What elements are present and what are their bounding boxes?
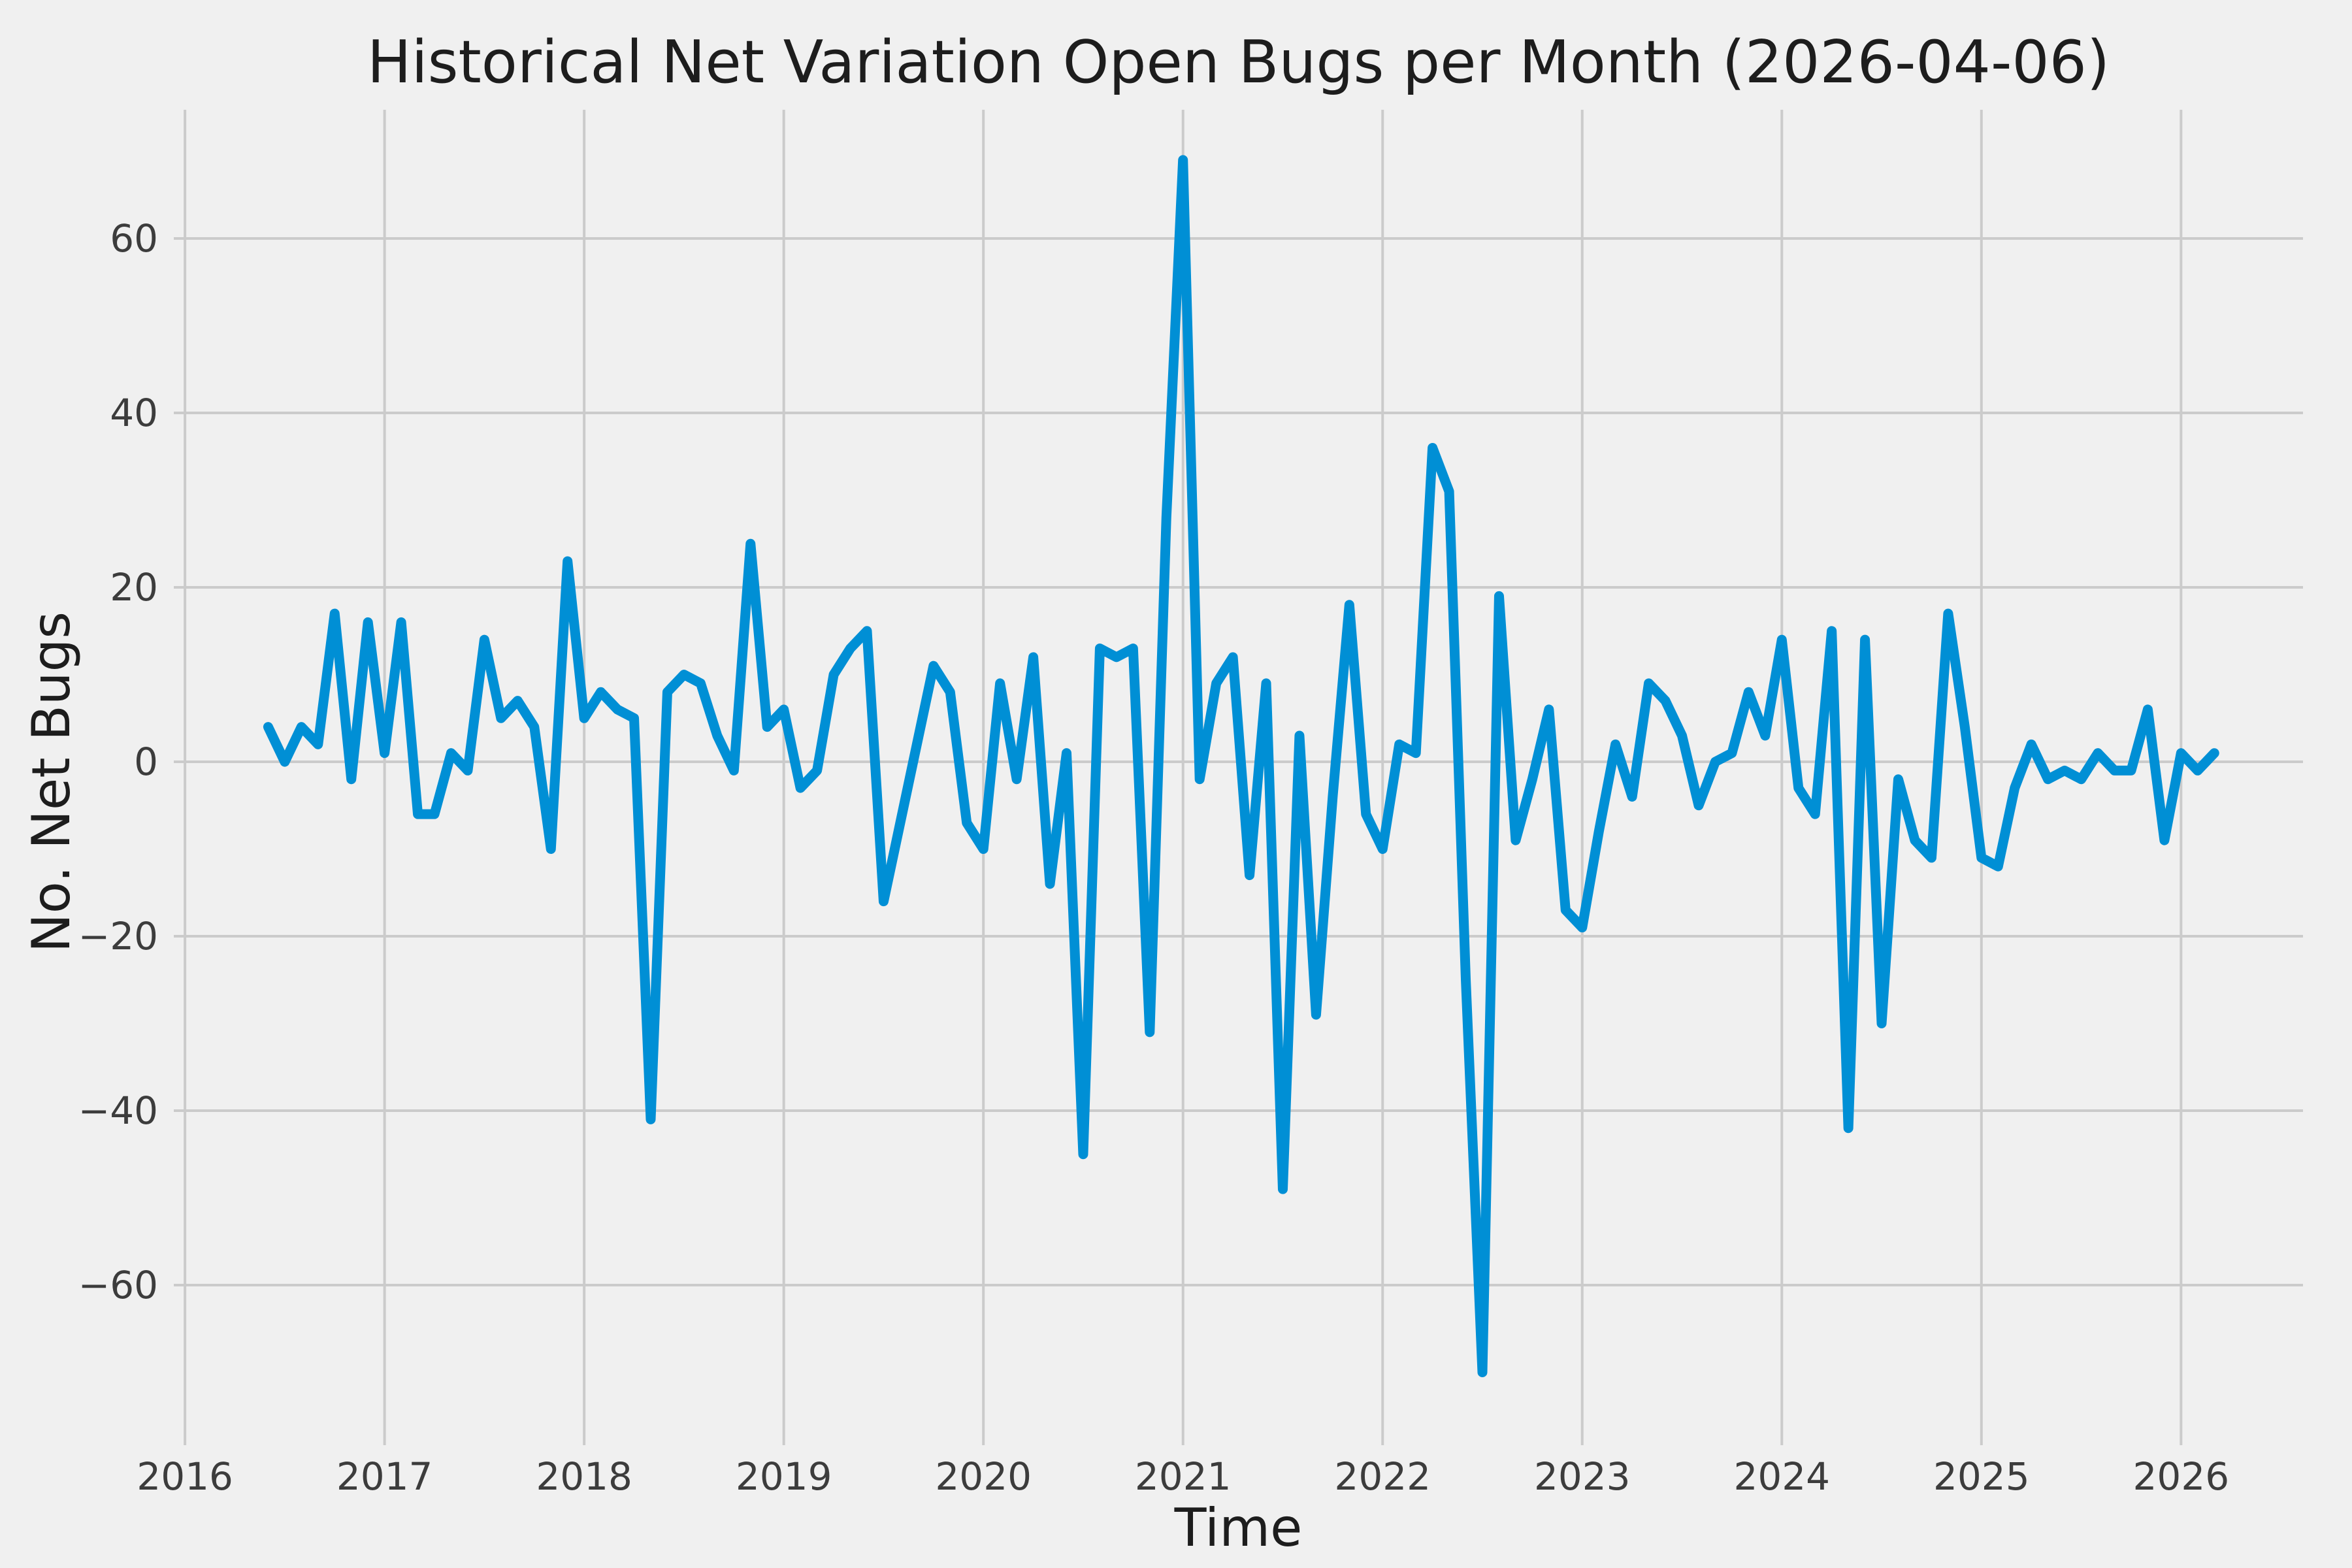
x-tick-label: 2019 [736,1454,832,1499]
x-tick-label: 2024 [1733,1454,1830,1499]
x-tick-label: 2023 [1534,1454,1631,1499]
y-tick-label: −20 [78,914,158,958]
y-tick-label: 20 [110,565,158,610]
net-open-bugs-per-month-line [263,155,2219,1378]
x-tick-label: 2025 [1933,1454,2030,1499]
y-tick-label: 60 [110,216,158,261]
y-tick-label: −40 [78,1088,158,1133]
series-lines [263,155,2219,1378]
y-tick-label: 0 [134,740,158,784]
x-tick-label: 2018 [536,1454,632,1499]
y-tick-label: −60 [78,1263,158,1307]
x-tick-labels: 2016 2017 2018 2019 2020 2021 2022 2023 2024 2025… [137,1454,2229,1499]
y-axis-label: No. Net Bugs [21,611,82,953]
x-axis-label: Time [1174,1497,1303,1558]
y-tick-label: 40 [110,391,158,435]
x-tick-label: 2017 [336,1454,433,1499]
chart-title: Historical Net Variation Open Bugs per M… [367,28,2110,97]
x-tick-label: 2026 [2133,1454,2230,1499]
y-tick-labels: −60 −40 −20 0 20 40 60 [78,216,158,1307]
x-tick-label: 2016 [137,1454,233,1499]
x-tick-label: 2021 [1135,1454,1232,1499]
x-tick-label: 2022 [1334,1454,1431,1499]
x-tick-label: 2020 [935,1454,1032,1499]
